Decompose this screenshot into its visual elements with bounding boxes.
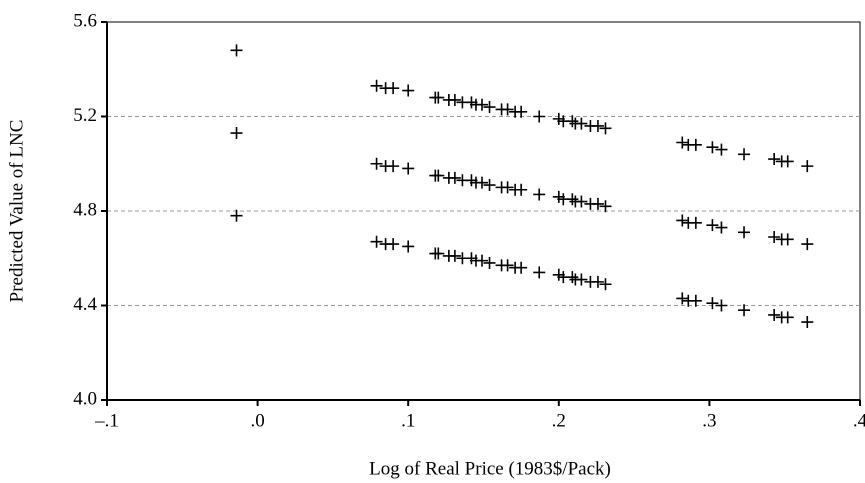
plus-marker bbox=[501, 103, 514, 116]
plus-marker bbox=[575, 117, 588, 130]
plus-marker bbox=[715, 299, 728, 312]
x-tick-label: .3 bbox=[702, 410, 716, 431]
plus-marker bbox=[402, 162, 415, 175]
plus-marker bbox=[591, 197, 604, 210]
plus-marker bbox=[475, 98, 488, 111]
plus-marker bbox=[706, 297, 719, 310]
plus-marker bbox=[432, 247, 445, 260]
plus-marker bbox=[483, 256, 496, 269]
x-tick-label: .4 bbox=[853, 410, 865, 431]
plus-marker bbox=[566, 115, 579, 128]
y-tick-label: 5.6 bbox=[73, 10, 97, 31]
plus-marker bbox=[501, 181, 514, 194]
plus-marker bbox=[475, 254, 488, 267]
plus-marker bbox=[448, 93, 461, 106]
plus-marker bbox=[706, 141, 719, 154]
plus-marker bbox=[768, 308, 781, 321]
plus-marker bbox=[387, 82, 400, 95]
y-tick-label: 4.8 bbox=[73, 199, 97, 220]
plus-marker bbox=[801, 160, 814, 173]
plus-marker bbox=[387, 160, 400, 173]
plus-marker bbox=[599, 200, 612, 213]
plus-marker bbox=[475, 176, 488, 189]
plus-marker bbox=[448, 171, 461, 184]
plus-marker bbox=[483, 179, 496, 192]
y-tick-label: 4.4 bbox=[73, 294, 97, 315]
plus-marker bbox=[781, 155, 794, 168]
plus-marker bbox=[676, 214, 689, 227]
plus-marker bbox=[689, 294, 702, 307]
y-tick-label: 4.0 bbox=[73, 388, 97, 409]
plus-marker bbox=[715, 143, 728, 156]
plus-marker bbox=[370, 157, 383, 170]
plus-marker bbox=[566, 193, 579, 206]
plus-marker bbox=[591, 275, 604, 288]
plus-marker bbox=[533, 188, 546, 201]
plus-marker bbox=[402, 84, 415, 97]
plus-marker bbox=[230, 44, 243, 57]
plus-marker bbox=[575, 273, 588, 286]
plus-marker bbox=[501, 259, 514, 272]
plus-marker bbox=[432, 91, 445, 104]
plus-marker bbox=[738, 148, 751, 161]
x-tick-label: .2 bbox=[552, 410, 566, 431]
plus-marker bbox=[676, 292, 689, 305]
plus-marker bbox=[781, 233, 794, 246]
y-tick-label: 5.2 bbox=[73, 105, 97, 126]
plus-marker bbox=[370, 79, 383, 92]
x-axis-label: Log of Real Price (1983$/Pack) bbox=[369, 458, 611, 479]
plus-marker bbox=[515, 183, 528, 196]
plus-marker bbox=[387, 238, 400, 251]
plus-marker bbox=[738, 226, 751, 239]
plus-marker bbox=[230, 209, 243, 222]
plus-marker bbox=[230, 127, 243, 140]
plus-marker bbox=[801, 238, 814, 251]
plus-marker bbox=[533, 266, 546, 279]
plus-marker bbox=[676, 136, 689, 149]
plus-marker bbox=[599, 122, 612, 135]
plus-marker bbox=[533, 110, 546, 123]
x-tick-label: .0 bbox=[250, 410, 264, 431]
plus-marker bbox=[768, 153, 781, 166]
x-tick-label: .1 bbox=[401, 410, 415, 431]
plus-marker bbox=[689, 216, 702, 229]
plus-marker bbox=[448, 249, 461, 262]
plus-marker bbox=[483, 101, 496, 114]
plus-marker bbox=[689, 138, 702, 151]
plus-marker bbox=[591, 119, 604, 132]
plus-marker bbox=[738, 304, 751, 317]
plus-marker bbox=[515, 261, 528, 274]
plus-marker bbox=[575, 195, 588, 208]
plus-marker bbox=[801, 316, 814, 329]
x-tick-label: –.1 bbox=[94, 410, 119, 431]
plus-marker bbox=[432, 169, 445, 182]
plus-marker bbox=[370, 235, 383, 248]
plus-marker bbox=[768, 230, 781, 243]
plus-marker bbox=[566, 271, 579, 284]
plus-marker bbox=[781, 311, 794, 324]
plus-marker bbox=[706, 219, 719, 232]
plus-marker bbox=[599, 278, 612, 291]
plus-marker bbox=[402, 240, 415, 253]
plus-marker bbox=[515, 105, 528, 118]
y-axis-label: Predicted Value of LNC bbox=[6, 120, 27, 303]
plus-marker bbox=[715, 221, 728, 234]
